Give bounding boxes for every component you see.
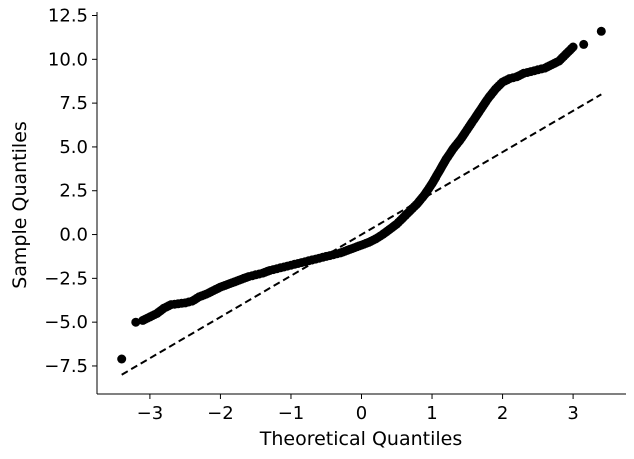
data-point (117, 354, 127, 364)
data-point (131, 317, 141, 327)
x-tick-label: 1 (426, 403, 437, 424)
y-tick-label: 2.5 (59, 181, 88, 202)
y-axis-title: Sample Quantiles (9, 121, 31, 289)
y-tick-label: −2.5 (44, 268, 88, 289)
x-tick-label: −3 (137, 403, 164, 424)
x-tick-label: 3 (567, 403, 578, 424)
y-tick-label: 7.5 (59, 93, 88, 114)
data-point (579, 39, 589, 49)
y-tick-label: 5.0 (59, 137, 88, 158)
x-axis-title: Theoretical Quantiles (259, 428, 462, 450)
reference-line (121, 93, 602, 376)
data-point (568, 42, 578, 52)
x-tick-label: 0 (356, 403, 367, 424)
x-tick-label: −1 (278, 403, 305, 424)
reference-line-group (121, 93, 602, 376)
y-tick-label: 0.0 (59, 225, 88, 246)
x-tick-label: −2 (207, 403, 234, 424)
y-tick-label: −7.5 (44, 356, 88, 377)
data-points (117, 26, 606, 364)
y-tick-label: −5.0 (44, 312, 88, 333)
data-point (596, 26, 606, 36)
y-tick-label: 10.0 (48, 49, 88, 70)
axes: −3 −2 −1 0 1 2 3 −7.5 −5.0 −2.5 0.0 2.5 5.0 7.5 10.0 12… (44, 6, 626, 424)
y-tick-label: 12.5 (48, 6, 88, 27)
x-tick-label: 2 (497, 403, 508, 424)
